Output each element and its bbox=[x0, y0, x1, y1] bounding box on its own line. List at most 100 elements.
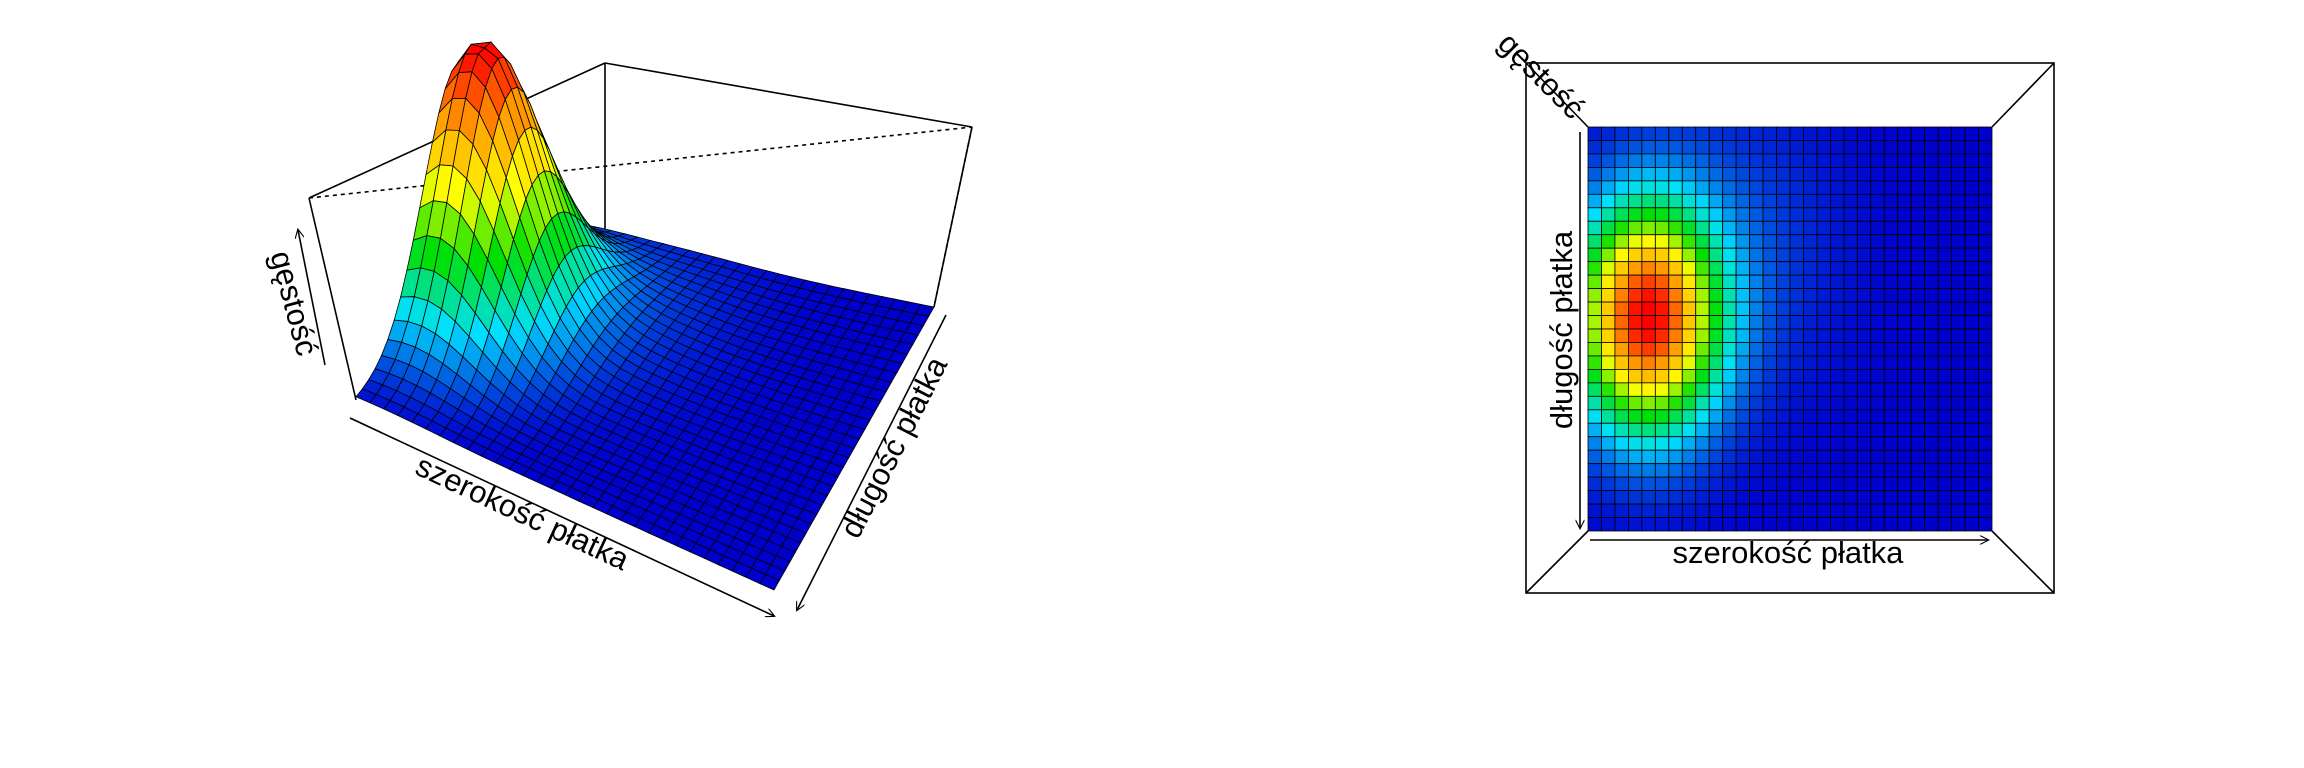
surface-cell bbox=[1978, 288, 1993, 303]
surface-cell bbox=[1695, 234, 1710, 249]
surface-cell bbox=[1601, 126, 1616, 141]
surface-cell bbox=[1856, 234, 1872, 249]
surface-cell bbox=[1681, 140, 1697, 155]
surface-cell bbox=[1856, 368, 1872, 384]
surface-cell bbox=[1641, 395, 1656, 411]
surface-cell bbox=[1722, 368, 1737, 384]
surface-cell bbox=[1870, 274, 1885, 290]
surface-cell bbox=[1681, 180, 1697, 195]
surface-cell bbox=[1668, 368, 1683, 384]
surface-cell bbox=[1722, 395, 1737, 411]
surface-cell bbox=[1681, 517, 1697, 532]
surface-cell bbox=[1843, 247, 1858, 263]
surface-cell bbox=[1762, 153, 1777, 168]
surface-mesh-topdown bbox=[1587, 126, 1993, 532]
surface-cell bbox=[1816, 220, 1831, 236]
surface-cell bbox=[1978, 180, 1993, 195]
surface-cell bbox=[1668, 342, 1683, 357]
surface-cell bbox=[1964, 247, 1979, 263]
surface-cell bbox=[1951, 436, 1966, 451]
surface-cell bbox=[1816, 328, 1831, 343]
surface-cell bbox=[1722, 234, 1737, 249]
surface-cell bbox=[1587, 193, 1602, 209]
surface-cell bbox=[1735, 274, 1751, 290]
surface-cell bbox=[1776, 315, 1791, 330]
surface-cell bbox=[759, 573, 780, 591]
surface-cell bbox=[1789, 368, 1804, 384]
surface-cell bbox=[1937, 274, 1953, 290]
surface-cell bbox=[1870, 261, 1885, 276]
surface-cell bbox=[1937, 261, 1953, 276]
surface-cell bbox=[1803, 436, 1818, 451]
surface-cell bbox=[1883, 220, 1899, 236]
surface-cell bbox=[1601, 490, 1616, 505]
surface-cell bbox=[1641, 342, 1656, 357]
surface-cell bbox=[1937, 422, 1953, 438]
surface-cell bbox=[1964, 220, 1979, 236]
surface-cell bbox=[1856, 476, 1872, 492]
surface-cell bbox=[1776, 153, 1791, 168]
surface-cell bbox=[1897, 166, 1912, 182]
surface-cell bbox=[1601, 261, 1616, 276]
surface-cell bbox=[1654, 422, 1670, 438]
surface-cell bbox=[1708, 153, 1724, 168]
surface-cell bbox=[1789, 422, 1804, 438]
surface-cell bbox=[1870, 342, 1885, 357]
surface-cell bbox=[1964, 193, 1979, 209]
surface-cell bbox=[1762, 288, 1777, 303]
surface-cell bbox=[1937, 234, 1953, 249]
surface-cell bbox=[1668, 247, 1683, 263]
surface-cell bbox=[1722, 422, 1737, 438]
surface-cell bbox=[1641, 382, 1656, 397]
surface-cell bbox=[1924, 207, 1939, 222]
surface-cell bbox=[1843, 126, 1858, 141]
surface-cell bbox=[1910, 422, 1926, 438]
surface-cell bbox=[1614, 301, 1629, 316]
surface-cell bbox=[1910, 490, 1926, 505]
surface-cell bbox=[1614, 503, 1629, 518]
surface-cell bbox=[1601, 180, 1616, 195]
surface-cell bbox=[1870, 193, 1885, 209]
surface-cell bbox=[1816, 342, 1831, 357]
surface-cell bbox=[1937, 436, 1953, 451]
surface-cell bbox=[1870, 234, 1885, 249]
surface-cell bbox=[1614, 166, 1629, 182]
surface-cell bbox=[1749, 517, 1764, 532]
surface-cell bbox=[1762, 315, 1777, 330]
surface-cell bbox=[1830, 409, 1845, 424]
surface-cell bbox=[1789, 180, 1804, 195]
surface-cell bbox=[1883, 166, 1899, 182]
surface-cell bbox=[1749, 382, 1764, 397]
surface-cell bbox=[1708, 517, 1724, 532]
surface-cell bbox=[1749, 355, 1764, 370]
surface-cell bbox=[1654, 342, 1670, 357]
surface-cell bbox=[1870, 220, 1885, 236]
surface-cell bbox=[1816, 436, 1831, 451]
surface-cell bbox=[1735, 395, 1751, 411]
surface-cell bbox=[1681, 234, 1697, 249]
surface-cell bbox=[1924, 140, 1939, 155]
surface-cell bbox=[1587, 342, 1602, 357]
surface-cell bbox=[1681, 328, 1697, 343]
surface-cell bbox=[1910, 409, 1926, 424]
surface-cell bbox=[1951, 274, 1966, 290]
surface-cell bbox=[1735, 153, 1751, 168]
surface-cell bbox=[1924, 368, 1939, 384]
surface-cell bbox=[1964, 328, 1979, 343]
surface-cell bbox=[1695, 193, 1710, 209]
surface-cell bbox=[1654, 449, 1670, 465]
surface-cell bbox=[1641, 234, 1656, 249]
surface-cell bbox=[1816, 180, 1831, 195]
surface-cell bbox=[1843, 301, 1858, 316]
surface-cell bbox=[1722, 409, 1737, 424]
surface-cell bbox=[1964, 301, 1979, 316]
surface-cell bbox=[1749, 301, 1764, 316]
surface-cell bbox=[1803, 207, 1818, 222]
surface-cell bbox=[1601, 422, 1616, 438]
surface-cell bbox=[1776, 395, 1791, 411]
surface-cell bbox=[1803, 355, 1818, 370]
surface-cell bbox=[1937, 140, 1953, 155]
surface-cell bbox=[1789, 153, 1804, 168]
surface-cell bbox=[1897, 180, 1912, 195]
surface-cell bbox=[1843, 422, 1858, 438]
